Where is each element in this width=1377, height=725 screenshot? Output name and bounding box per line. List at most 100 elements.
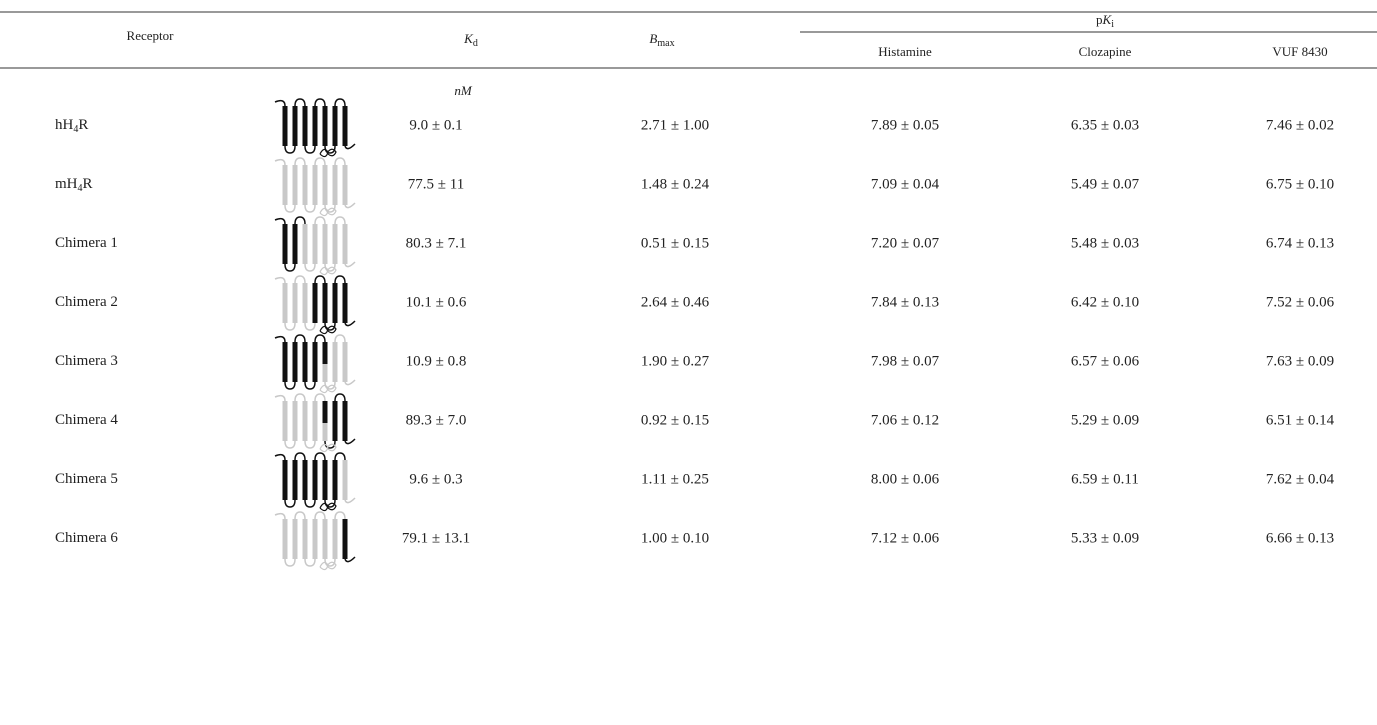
label-part: Chimera 1: [55, 235, 118, 251]
symbol: B: [649, 31, 657, 46]
loop: [285, 323, 295, 330]
cell: 7.62 ± 0.04: [1266, 471, 1335, 487]
loop: [285, 441, 295, 448]
helix: [313, 224, 318, 264]
cell: 10.1 ± 0.6: [406, 294, 467, 310]
row-label: hH4R: [55, 117, 88, 135]
loop: [305, 205, 315, 212]
cell: 77.5 ± 11: [408, 176, 464, 192]
cell: 0.92 ± 0.15: [641, 412, 709, 428]
cell: 7.46 ± 0.02: [1266, 117, 1334, 133]
cell: 7.06 ± 0.12: [871, 412, 939, 428]
label-part: Chimera 3: [55, 353, 118, 369]
label-part: mH: [55, 176, 78, 192]
table: Receptor Histamine Clozapine VUF 8430 nM…: [0, 0, 1377, 725]
header-cell: Bmax: [649, 31, 674, 49]
header-cell: VUF 8430: [1272, 44, 1327, 59]
loop: [315, 335, 325, 342]
loop: [335, 158, 345, 165]
helix: [303, 342, 308, 382]
cell: 2.64 ± 0.46: [641, 294, 710, 310]
cell: 7.09 ± 0.04: [871, 176, 940, 192]
cell: 2.71 ± 1.00: [641, 117, 709, 133]
header-cell: pKi: [1096, 12, 1114, 30]
loop: [335, 335, 345, 342]
row-label: Chimera 5: [55, 471, 118, 487]
helix: [283, 519, 288, 559]
helix: [343, 401, 348, 441]
cell: 6.35 ± 0.03: [1071, 117, 1139, 133]
row-label: Chimera 2: [55, 294, 118, 310]
helix: [343, 342, 348, 382]
cell: 1.48 ± 0.24: [641, 176, 710, 192]
helix: [293, 342, 298, 382]
helix: [323, 364, 328, 382]
cell: 6.75 ± 0.10: [1266, 176, 1334, 192]
row-label: mH4R: [55, 176, 93, 194]
loop: [315, 453, 325, 460]
cell: 5.33 ± 0.09: [1071, 530, 1139, 546]
header-cell: Clozapine: [1079, 44, 1132, 59]
row-label: Chimera 6: [55, 530, 118, 546]
helix: [313, 519, 318, 559]
loop: [285, 500, 295, 507]
receptor-icon: [275, 158, 355, 216]
helix: [323, 283, 328, 323]
cell: 5.29 ± 0.09: [1071, 412, 1139, 428]
helix: [323, 401, 328, 423]
helix: [283, 224, 288, 264]
loop: [315, 276, 325, 283]
helix: [303, 165, 308, 205]
helix: [333, 165, 338, 205]
helix: [333, 106, 338, 146]
loop: [305, 323, 315, 330]
helix: [313, 460, 318, 500]
helix: [283, 165, 288, 205]
receptor-icon: [275, 394, 355, 452]
loop: [305, 500, 315, 507]
loop: [315, 158, 325, 165]
label-part: Chimera 5: [55, 471, 118, 487]
helix: [333, 401, 338, 441]
helix: [293, 165, 298, 205]
loop: [285, 146, 295, 153]
cell: 7.98 ± 0.07: [871, 353, 940, 369]
loop: [295, 158, 305, 165]
cell: 0.51 ± 0.15: [641, 235, 709, 251]
helix: [293, 519, 298, 559]
helix: [343, 460, 348, 500]
n-terminus: [275, 219, 285, 224]
receptor-icon: [275, 99, 355, 157]
cell: 1.00 ± 0.10: [641, 530, 709, 546]
header-cell: Kd: [463, 31, 478, 49]
label-part: Chimera 6: [55, 530, 118, 546]
n-terminus: [275, 101, 285, 106]
loop: [295, 453, 305, 460]
receptor-icon: [275, 512, 355, 570]
row-label: Chimera 4: [55, 412, 118, 428]
helix: [293, 106, 298, 146]
helix: [293, 460, 298, 500]
helix: [303, 519, 308, 559]
row-label: Chimera 3: [55, 353, 118, 369]
cell: 10.9 ± 0.8: [406, 353, 467, 369]
loop: [285, 264, 295, 271]
helix: [293, 224, 298, 264]
loop: [335, 512, 345, 519]
helix: [333, 460, 338, 500]
receptor-icon: [275, 217, 355, 275]
loop: [305, 441, 315, 448]
loop: [285, 382, 295, 389]
loop: [335, 276, 345, 283]
loop: [335, 217, 345, 224]
cell: 8.00 ± 0.06: [871, 471, 940, 487]
helix: [303, 401, 308, 441]
loop: [305, 264, 315, 271]
label-part: Chimera 2: [55, 294, 118, 310]
loop: [295, 99, 305, 106]
cell: 6.57 ± 0.06: [1071, 353, 1140, 369]
cell: 7.20 ± 0.07: [871, 235, 940, 251]
loop: [335, 99, 345, 106]
helix: [343, 106, 348, 146]
helix: [323, 106, 328, 146]
